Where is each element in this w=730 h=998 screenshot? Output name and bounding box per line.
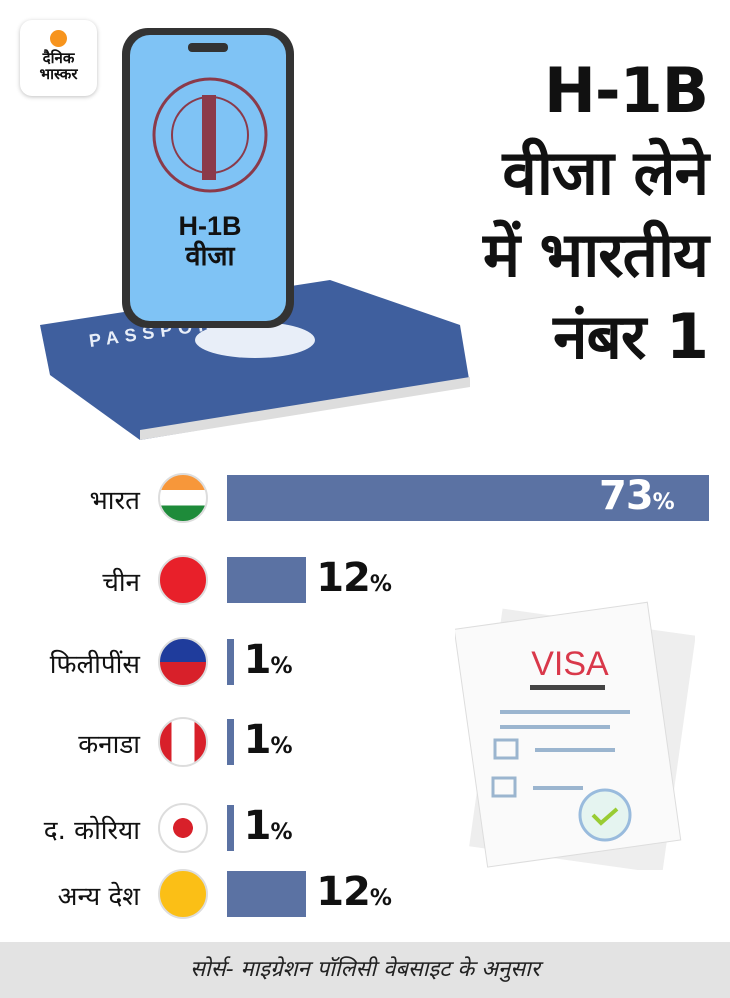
headline-line-3: में भारतीय <box>482 218 709 291</box>
data-label-value: 12 <box>316 869 371 915</box>
phone-line-1: H-1B <box>178 211 241 241</box>
data-label-value: 73 <box>599 473 654 519</box>
data-label: 1% <box>243 637 293 683</box>
unit: % <box>369 886 392 911</box>
data-label: 73% <box>599 473 675 519</box>
bar <box>227 805 234 851</box>
visa-document-icon: VISA <box>455 601 695 870</box>
india-flag-icon <box>158 473 208 523</box>
phone-line-2: वीजा <box>184 240 235 272</box>
unit: % <box>369 572 392 597</box>
bar <box>227 871 307 917</box>
unit: % <box>270 820 292 845</box>
source-footer: सोर्स- माइग्रेशन पॉलिसी वेबसाइट के अनुसा… <box>0 942 730 998</box>
headline-line-2: वीजा लेने <box>502 136 709 209</box>
bar <box>227 639 234 685</box>
other-countries-circle-icon <box>158 869 208 919</box>
data-label: 12% <box>316 869 392 915</box>
data-label-value: 1 <box>243 637 272 683</box>
data-label-value: 1 <box>243 717 272 763</box>
category-label: फिलीपींस <box>49 650 140 680</box>
unit: % <box>270 734 292 759</box>
bar <box>227 719 234 765</box>
south-korea-flag-icon <box>158 803 208 853</box>
category-label: चीन <box>102 568 140 598</box>
logo-line-1: दैनिक <box>42 49 75 67</box>
category-label: भारत <box>89 486 140 516</box>
dainik-bhaskar-logo: दैनिक भास्कर <box>20 20 97 96</box>
bar <box>227 557 307 603</box>
sun-icon <box>50 30 67 47</box>
bar <box>227 475 709 521</box>
phone-passport-illustration: PASSPORT H-1B वीजा <box>40 28 470 440</box>
data-label: 12% <box>316 555 392 601</box>
china-flag-icon <box>158 555 208 605</box>
usa-stamp-icon <box>152 77 268 193</box>
category-label: कनाडा <box>78 730 140 760</box>
unit: % <box>652 490 675 515</box>
logo-line-2: भास्कर <box>39 65 78 83</box>
philippines-flag-icon <box>158 637 208 687</box>
category-label: अन्य देश <box>57 882 140 912</box>
headline-line-4: नंबर 1 <box>553 300 709 373</box>
canada-flag-icon <box>158 717 208 767</box>
data-label-value: 12 <box>316 555 371 601</box>
visa-label: VISA <box>531 645 609 683</box>
category-label: द. कोरिया <box>43 816 140 846</box>
headline-line-1: H-1B <box>543 54 709 127</box>
data-label-value: 1 <box>243 803 272 849</box>
data-label: 1% <box>243 717 293 763</box>
data-label: 1% <box>243 803 293 849</box>
unit: % <box>270 654 292 679</box>
headline: H-1B वीजा लेने में भारतीय नंबर 1 <box>482 50 709 378</box>
